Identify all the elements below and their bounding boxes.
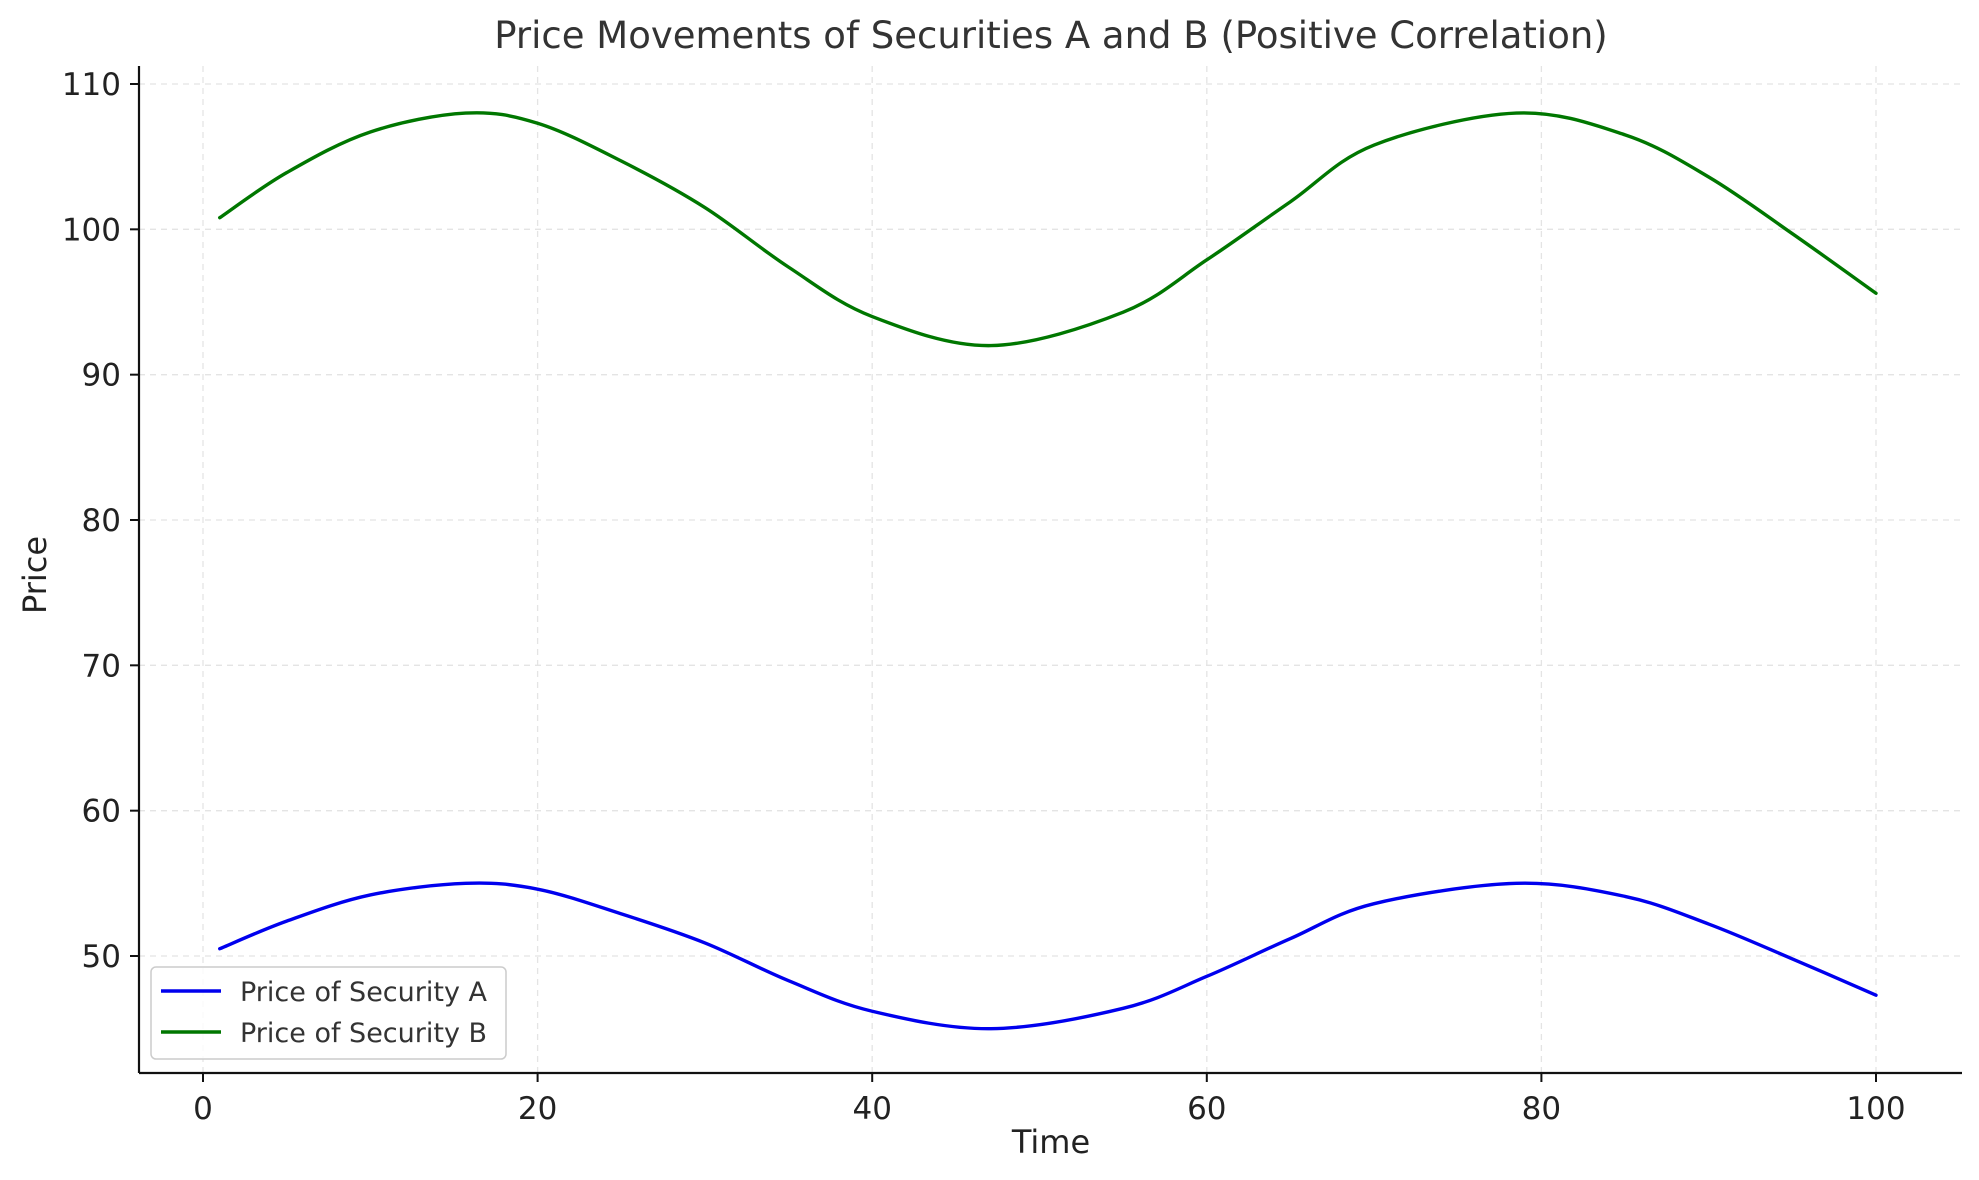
legend: Price of Security A Price of Security B (150, 966, 507, 1060)
y-axis-label: Price (16, 536, 54, 614)
y-tick-label: 60 (82, 794, 121, 830)
y-tick-label: 70 (82, 648, 121, 684)
chart-title: Price Movements of Securities A and B (P… (494, 14, 1607, 57)
y-tick-label: 50 (82, 939, 121, 975)
y-tick-label: 100 (62, 212, 121, 248)
x-axis-label: Time (1011, 1123, 1090, 1161)
x-tick-label: 20 (518, 1091, 557, 1127)
x-tick-label: 100 (1846, 1091, 1905, 1127)
axes: 0 20 40 60 80 100 50 60 70 80 90 100 110 (62, 66, 1962, 1127)
legend-box (150, 966, 507, 1060)
x-tick-label: 60 (1187, 1091, 1226, 1127)
y-tick-label: 80 (82, 503, 121, 539)
series-layer (218, 111, 1878, 1031)
series-line-a (218, 881, 1878, 1031)
grid (139, 66, 1962, 1073)
legend-label: Price of Security B (240, 1018, 487, 1049)
x-tick-label: 0 (193, 1091, 213, 1127)
y-tick-label: 110 (62, 67, 121, 103)
y-tick-label: 90 (82, 358, 121, 394)
x-tick-label: 80 (1522, 1091, 1561, 1127)
legend-label: Price of Security A (240, 977, 488, 1008)
x-tick-label: 40 (852, 1091, 891, 1127)
series-line-b (218, 111, 1878, 348)
